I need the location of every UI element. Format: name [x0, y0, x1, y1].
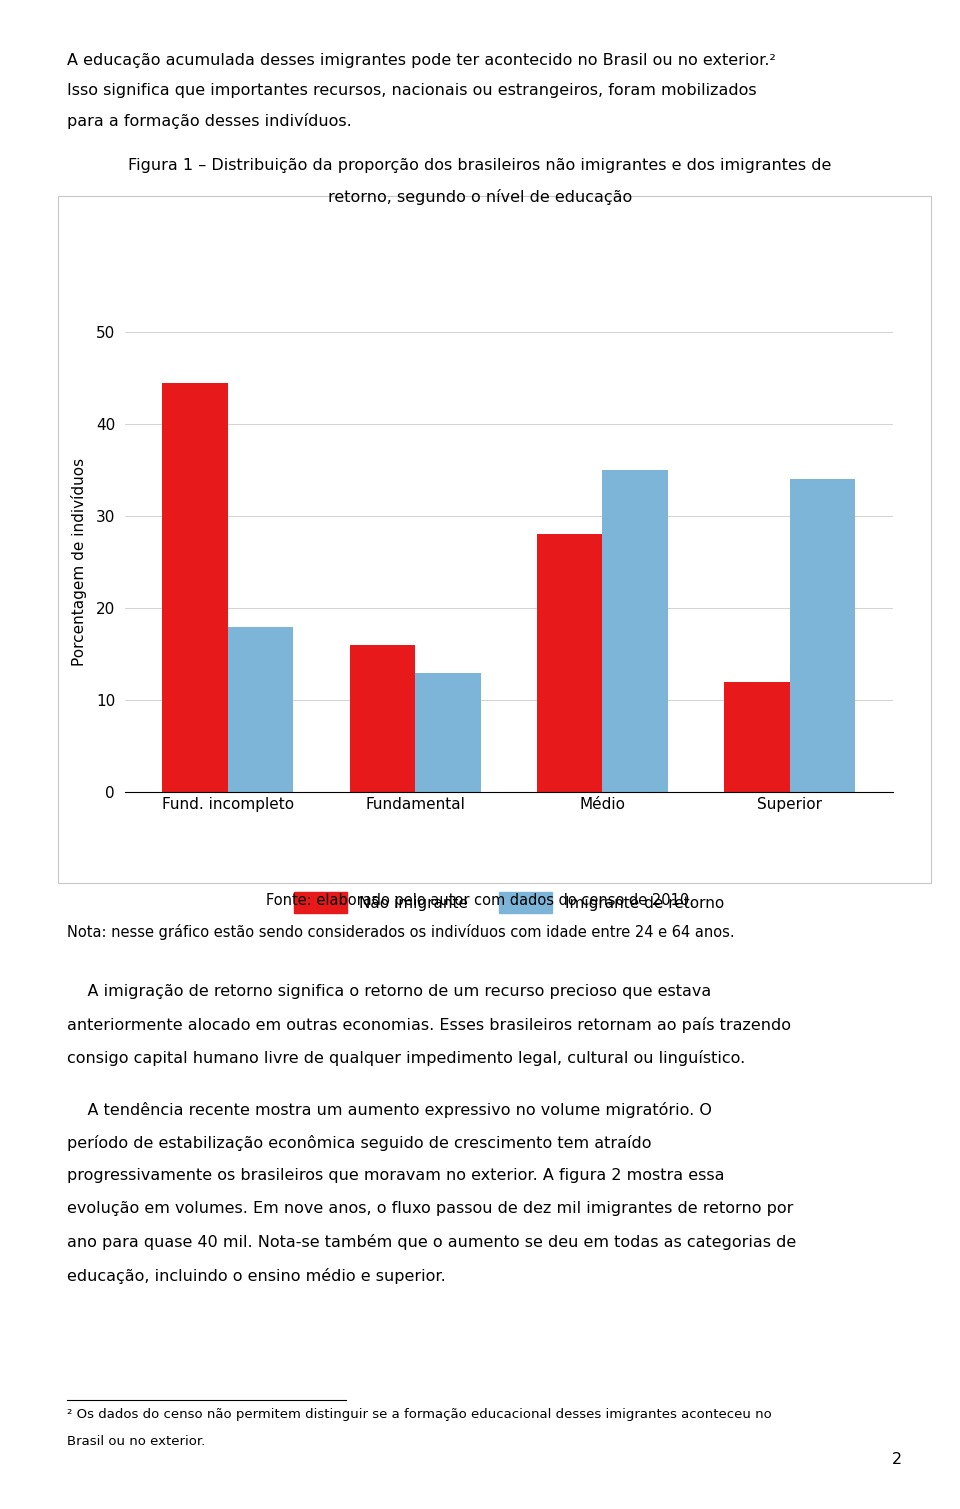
Text: 2: 2 — [892, 1452, 902, 1467]
Y-axis label: Porcentagem de indivíduos: Porcentagem de indivíduos — [71, 459, 87, 665]
Text: Figura 1 – Distribuição da proporção dos brasileiros não imigrantes e dos imigra: Figura 1 – Distribuição da proporção dos… — [129, 158, 831, 174]
Text: educação, incluindo o ensino médio e superior.: educação, incluindo o ensino médio e sup… — [67, 1268, 446, 1284]
Text: Isso significa que importantes recursos, nacionais ou estrangeiros, foram mobili: Isso significa que importantes recursos,… — [67, 83, 756, 98]
Text: retorno, segundo o nível de educação: retorno, segundo o nível de educação — [328, 189, 632, 205]
Text: Brasil ou no exterior.: Brasil ou no exterior. — [67, 1435, 205, 1449]
Text: evolução em volumes. Em nove anos, o fluxo passou de dez mil imigrantes de retor: evolução em volumes. Em nove anos, o flu… — [67, 1201, 794, 1216]
Text: ² Os dados do censo não permitem distinguir se a formação educacional desses imi: ² Os dados do censo não permitem disting… — [67, 1408, 772, 1421]
Bar — [790, 480, 855, 792]
Text: A educação acumulada desses imigrantes pode ter acontecido no Brasil ou no exter: A educação acumulada desses imigrantes p… — [67, 53, 776, 68]
Text: progressivamente os brasileiros que moravam no exterior. A figura 2 mostra essa: progressivamente os brasileiros que mora… — [67, 1168, 725, 1183]
Text: período de estabilização econômica seguido de crescimento tem atraído: período de estabilização econômica segui… — [67, 1135, 652, 1151]
Bar — [349, 644, 415, 792]
Bar — [724, 682, 790, 792]
Text: consigo capital humano livre de qualquer impedimento legal, cultural ou linguíst: consigo capital humano livre de qualquer… — [67, 1050, 746, 1067]
Bar — [537, 534, 603, 792]
Bar — [603, 471, 668, 792]
Text: Nota: nesse gráfico estão sendo considerados os indivíduos com idade entre 24 e : Nota: nesse gráfico estão sendo consider… — [67, 924, 734, 940]
Text: A tendência recente mostra um aumento expressivo no volume migratório. O: A tendência recente mostra um aumento ex… — [67, 1102, 712, 1118]
Bar — [415, 673, 481, 792]
Text: anteriormente alocado em outras economias. Esses brasileiros retornam ao país tr: anteriormente alocado em outras economia… — [67, 1017, 791, 1034]
Bar — [228, 626, 294, 792]
Text: A imigração de retorno significa o retorno de um recurso precioso que estava: A imigração de retorno significa o retor… — [67, 984, 711, 999]
Bar — [162, 383, 228, 792]
Legend: Não imigrante, Imigrante de retorno: Não imigrante, Imigrante de retorno — [294, 892, 724, 913]
Text: Fonte: elaborado pelo autor com dados do censo de 2010.: Fonte: elaborado pelo autor com dados do… — [266, 893, 694, 908]
Text: para a formação desses indivíduos.: para a formação desses indivíduos. — [67, 113, 352, 130]
Text: ano para quase 40 mil. Nota-se também que o aumento se deu em todas as categoria: ano para quase 40 mil. Nota-se também qu… — [67, 1234, 797, 1251]
